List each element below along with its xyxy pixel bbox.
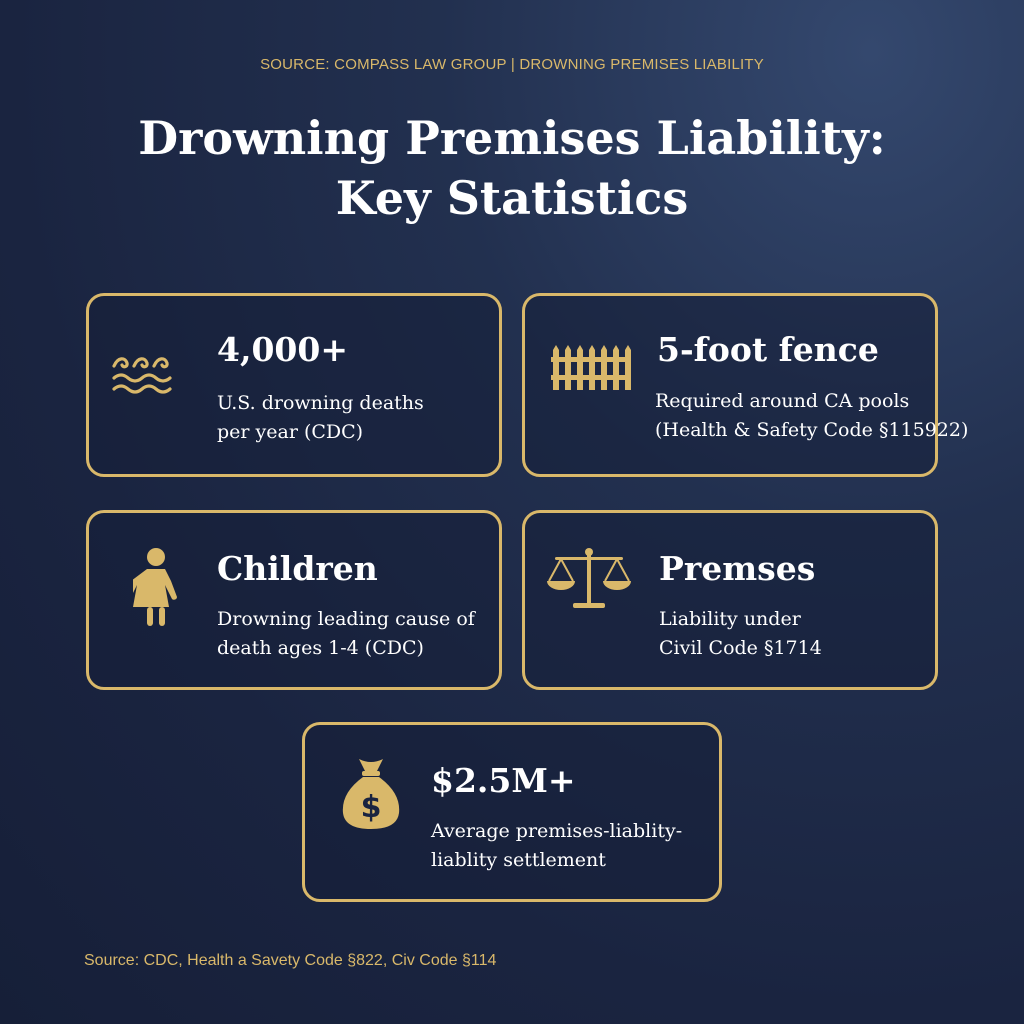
stat-description: Average premises-liablity- liablity sett… — [431, 817, 682, 875]
stat-description-line-1: Required around CA pools — [655, 390, 910, 412]
stat-description-line-2: (Health & Safety Code §115922) — [655, 419, 969, 441]
stat-description-line-1: Drowning leading cause of — [217, 608, 475, 630]
stat-description: U.S. drowning deaths per year (CDC) — [217, 389, 424, 447]
stat-description: Drowning leading cause of death ages 1-4… — [217, 605, 475, 663]
svg-text:$: $ — [361, 790, 382, 825]
stat-headline: $2.5M+ — [431, 761, 576, 800]
stat-description-line-2: per year (CDC) — [217, 421, 364, 443]
stat-card-premises-liability: Premses Liability under Civil Code §1714 — [522, 510, 938, 690]
title-line-2: Key Statistics — [335, 171, 689, 225]
stat-description-line-2: liablity settlement — [431, 849, 606, 871]
stat-description-line-1: U.S. drowning deaths — [217, 392, 424, 414]
fence-icon — [551, 344, 631, 396]
stat-card-pool-fence: 5-foot fence Required around CA pools (H… — [522, 293, 968, 477]
stat-headline: Children — [217, 549, 378, 588]
source-footer: Source: CDC, Health a Savety Code §822, … — [84, 952, 497, 969]
stat-card-drowning-deaths: 4,000+ U.S. drowning deaths per year (CD… — [86, 293, 502, 477]
stat-headline: Premses — [659, 549, 816, 588]
title-line-1: Drowning Premises Liability: — [138, 111, 886, 165]
stat-description-line-1: Liability under — [659, 608, 801, 630]
stat-description: Liability under Civil Code §1714 — [659, 605, 822, 663]
stat-description-line-2: death ages 1-4 (CDC) — [217, 637, 424, 659]
scales-icon — [547, 547, 631, 617]
stat-description-line-2: Civil Code §1714 — [659, 637, 822, 659]
child-icon — [125, 547, 179, 631]
stat-card-settlement: $ $2.5M+ Average premises-liablity- liab… — [302, 722, 722, 902]
money-bag-icon: $ — [341, 755, 401, 835]
waves-icon — [111, 354, 173, 402]
stat-card-children: Children Drowning leading cause of death… — [86, 510, 502, 690]
stat-headline: 5-foot fence — [657, 330, 879, 369]
stat-description: Required around CA pools (Health & Safet… — [655, 387, 968, 445]
source-header: SOURCE: COMPASS LAW GROUP | DROWNING PRE… — [260, 56, 764, 73]
page-title: Drowning Premises Liability: Key Statist… — [0, 108, 1024, 228]
stat-headline: 4,000+ — [217, 330, 348, 369]
stat-description-line-1: Average premises-liablity- — [431, 820, 683, 842]
